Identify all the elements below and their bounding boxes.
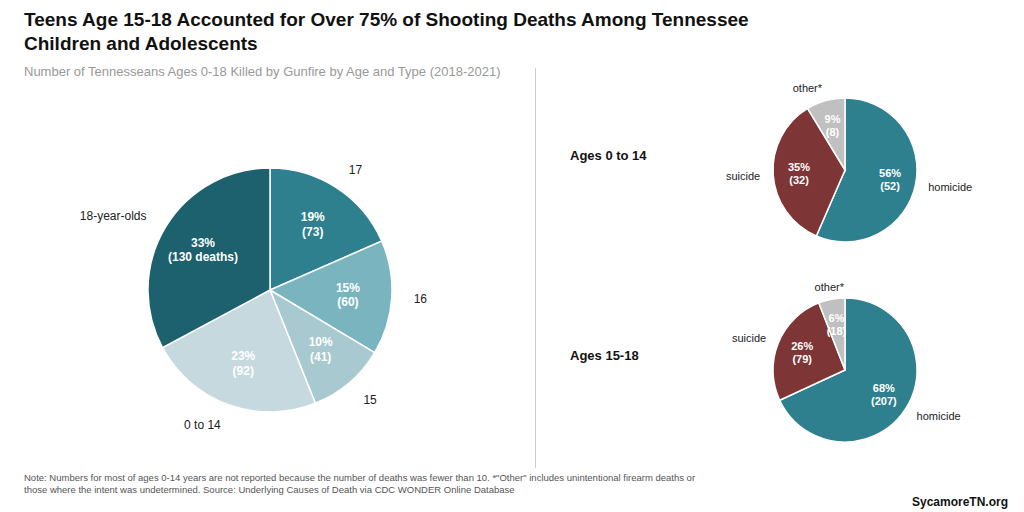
svg-text:6%(18): 6%(18) <box>827 312 847 337</box>
svg-text:homicide: homicide <box>917 410 961 422</box>
html-text:SycamoreTN.org: SycamoreTN.org <box>912 495 1008 509</box>
svg-text:68%(207): 68%(207) <box>871 382 897 407</box>
svg-text:other*: other* <box>793 82 823 94</box>
svg-text:homicide: homicide <box>928 181 972 193</box>
svg-text:33%(130 deaths): 33%(130 deaths) <box>168 236 238 264</box>
svg-text:56%(52): 56%(52) <box>879 167 901 192</box>
svg-text:other*: other* <box>815 281 845 293</box>
svg-text:19%(73): 19%(73) <box>301 210 325 238</box>
svg-text:suicide: suicide <box>732 332 766 344</box>
svg-text:23%(92): 23%(92) <box>231 349 255 377</box>
svg-text:26%(79): 26%(79) <box>791 340 813 365</box>
html-text:Number of Tennesseans Ages 0-1: Number of Tennesseans Ages 0-18 Killed b… <box>24 64 501 79</box>
svg-text:10%(41): 10%(41) <box>309 335 333 363</box>
svg-text:15: 15 <box>363 393 377 407</box>
svg-text:16: 16 <box>414 292 428 306</box>
svg-text:9%(8): 9%(8) <box>825 113 841 138</box>
html-text:Ages 15-18: Ages 15-18 <box>570 348 639 363</box>
html-text:Teens Age 15-18 Accounted for: Teens Age 15-18 Accounted for Over 75% o… <box>24 9 749 54</box>
html-text:Ages 0 to 14: Ages 0 to 14 <box>570 148 647 163</box>
svg-text:18-year-olds: 18-year-olds <box>80 209 147 223</box>
html-text:Note: Numbers for most of ages: Note: Numbers for most of ages 0-14 year… <box>24 472 696 496</box>
svg-text:35%(32): 35%(32) <box>788 161 810 186</box>
svg-text:suicide: suicide <box>726 170 760 182</box>
svg-text:0 to 14: 0 to 14 <box>184 418 221 432</box>
svg-text:17: 17 <box>349 163 363 177</box>
svg-text:15%(60): 15%(60) <box>336 281 360 309</box>
